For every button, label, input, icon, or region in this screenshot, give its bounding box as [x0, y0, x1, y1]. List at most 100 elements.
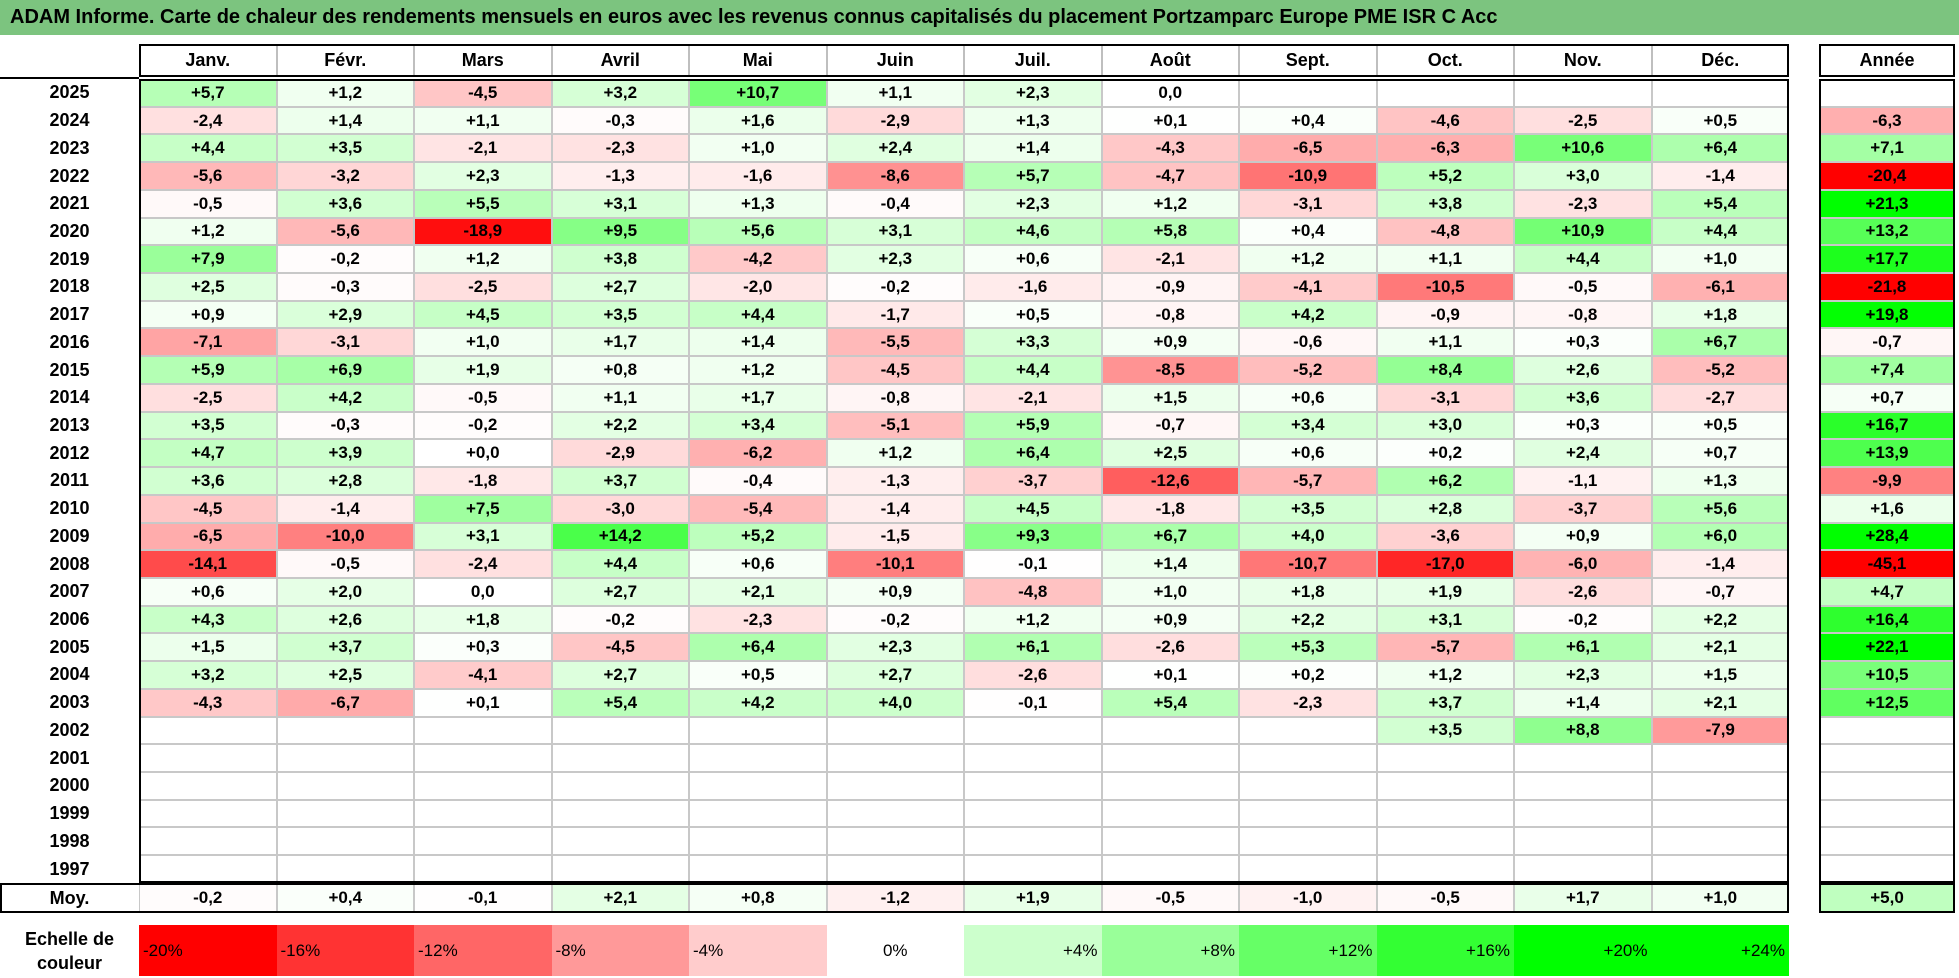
- heatmap-cell: +5,9: [964, 411, 1102, 440]
- year-label: 2012: [49, 442, 90, 463]
- heatmap-cell: +5,6: [1651, 494, 1789, 523]
- heatmap-cell: +1,6: [689, 106, 827, 135]
- heatmap-cell: +10,7: [689, 79, 827, 107]
- heatmap-cell: +3,7: [551, 467, 689, 495]
- heatmap-cell: +1,2: [414, 245, 552, 274]
- heatmap-cell: [1376, 772, 1514, 800]
- annual-cell: +16,7: [1819, 411, 1955, 440]
- heatmap-cell: +4,2: [689, 688, 827, 717]
- heatmap-cell: -2,1: [964, 383, 1102, 412]
- heatmap-cell: -2,3: [1514, 189, 1652, 218]
- heatmap-cell: -2,6: [964, 661, 1102, 689]
- heatmap-cell: -6,1: [1651, 273, 1789, 301]
- heatmap-cell: +2,3: [1514, 661, 1652, 689]
- year-label: 2019: [49, 248, 90, 269]
- heatmap-cell: +2,1: [689, 577, 827, 606]
- heatmap-cell: +0,6: [689, 550, 827, 578]
- heatmap-cell: -0,5: [1514, 273, 1652, 301]
- heatmap-cell: +5,2: [1376, 162, 1514, 190]
- heatmap-cell: -2,0: [689, 273, 827, 301]
- heatmap-cell: [551, 772, 689, 800]
- heatmap-cell: -0,8: [826, 383, 964, 412]
- heatmap-cell: +1,1: [414, 106, 552, 135]
- heatmap-cell: +0,1: [1101, 106, 1239, 135]
- year-label: 2024: [49, 110, 90, 131]
- heatmap-cell: +0,3: [1514, 328, 1652, 357]
- heatmap-cell: -4,5: [551, 633, 689, 662]
- heatmap-cell: +1,3: [964, 106, 1102, 135]
- heatmap-cell: +4,4: [964, 356, 1102, 384]
- heatmap-cell: [276, 799, 414, 828]
- heatmap-cell: [139, 772, 277, 800]
- heatmap-cell: +0,5: [1651, 106, 1789, 135]
- heatmap-cell: -1,4: [1651, 550, 1789, 578]
- year-label: 2002: [49, 719, 90, 740]
- heatmap-cell: [276, 744, 414, 772]
- annual-cell: +16,4: [1819, 605, 1955, 634]
- heatmap-cell: -0,8: [1101, 300, 1239, 329]
- annual-cell: +13,2: [1819, 217, 1955, 246]
- heatmap-cell: +1,1: [551, 383, 689, 412]
- annual-cell: +10,5: [1819, 661, 1955, 689]
- heatmap-cell: -14,1: [139, 550, 277, 578]
- annual-cell: +17,7: [1819, 245, 1955, 274]
- heatmap-cell: +1,5: [1651, 661, 1789, 689]
- year-label: 2015: [49, 359, 90, 380]
- heatmap-cell: -7,1: [139, 328, 277, 357]
- heatmap-cell: -0,8: [1514, 300, 1652, 329]
- heatmap-cell: +5,9: [139, 356, 277, 384]
- heatmap-cell: +1,5: [139, 633, 277, 662]
- heatmap-cell: -0,5: [414, 383, 552, 412]
- heatmap-cell: -6,5: [1239, 134, 1377, 163]
- heatmap-cell: +4,5: [964, 494, 1102, 523]
- heatmap-cell: +3,1: [551, 189, 689, 218]
- heatmap-cell: [1514, 799, 1652, 828]
- heatmap-cell: -5,5: [826, 328, 964, 357]
- heatmap-cell: [276, 827, 414, 856]
- heatmap-cell: -0,5: [276, 550, 414, 578]
- heatmap-cell: +2,5: [276, 661, 414, 689]
- heatmap-cell: +6,7: [1651, 328, 1789, 357]
- average-annual-cell: +5,0: [1819, 883, 1955, 913]
- heatmap-cell: +4,3: [139, 605, 277, 634]
- heatmap-cell: -2,1: [1101, 245, 1239, 274]
- average-annual-frame: [1819, 883, 1955, 913]
- heatmap-cell: +4,2: [1239, 300, 1377, 329]
- heatmap-cell: -1,1: [1514, 467, 1652, 495]
- heatmap-cell: +5,5: [414, 189, 552, 218]
- heatmap-cell: +0,5: [964, 300, 1102, 329]
- heatmap-cell: [964, 855, 1102, 883]
- heatmap-cell: +0,9: [826, 577, 964, 606]
- heatmap-cell: -12,6: [1101, 467, 1239, 495]
- heatmap-cell: [826, 716, 964, 745]
- heatmap-cell: [826, 827, 964, 856]
- heatmap-cell: +1,2: [1376, 661, 1514, 689]
- heatmap-cell: +0,1: [414, 688, 552, 717]
- annual-cell: [1819, 799, 1955, 828]
- heatmap-cell: -10,0: [276, 522, 414, 551]
- year-label: 2007: [49, 581, 90, 602]
- scale-label: Echelle de couleur: [24, 928, 115, 973]
- scale-swatch: -4%: [689, 925, 827, 976]
- heatmap-cell: +1,8: [414, 605, 552, 634]
- heatmap-cell: 0,0: [414, 577, 552, 606]
- year-label: 2017: [49, 304, 90, 325]
- heatmap-cell: [1101, 827, 1239, 856]
- heatmap-cell: -1,4: [276, 494, 414, 523]
- heatmap-cell: +5,4: [551, 688, 689, 717]
- heatmap-cell: +1,4: [276, 106, 414, 135]
- annual-cell: -21,8: [1819, 273, 1955, 301]
- heatmap-cell: [414, 772, 552, 800]
- heatmap-cell: -4,1: [1239, 273, 1377, 301]
- heatmap-cell: +4,5: [414, 300, 552, 329]
- heatmap-cell: +0,5: [1651, 411, 1789, 440]
- heatmap-cell: -0,4: [826, 189, 964, 218]
- heatmap-cell: -2,9: [826, 106, 964, 135]
- year-label: 1997: [49, 858, 90, 879]
- heatmap-cell: +1,2: [1239, 245, 1377, 274]
- annual-column-frame: [1819, 79, 1955, 883]
- year-label: 2020: [49, 220, 90, 241]
- heatmap-cell: [826, 799, 964, 828]
- heatmap-cell: -1,3: [551, 162, 689, 190]
- heatmap-cell: -2,6: [1101, 633, 1239, 662]
